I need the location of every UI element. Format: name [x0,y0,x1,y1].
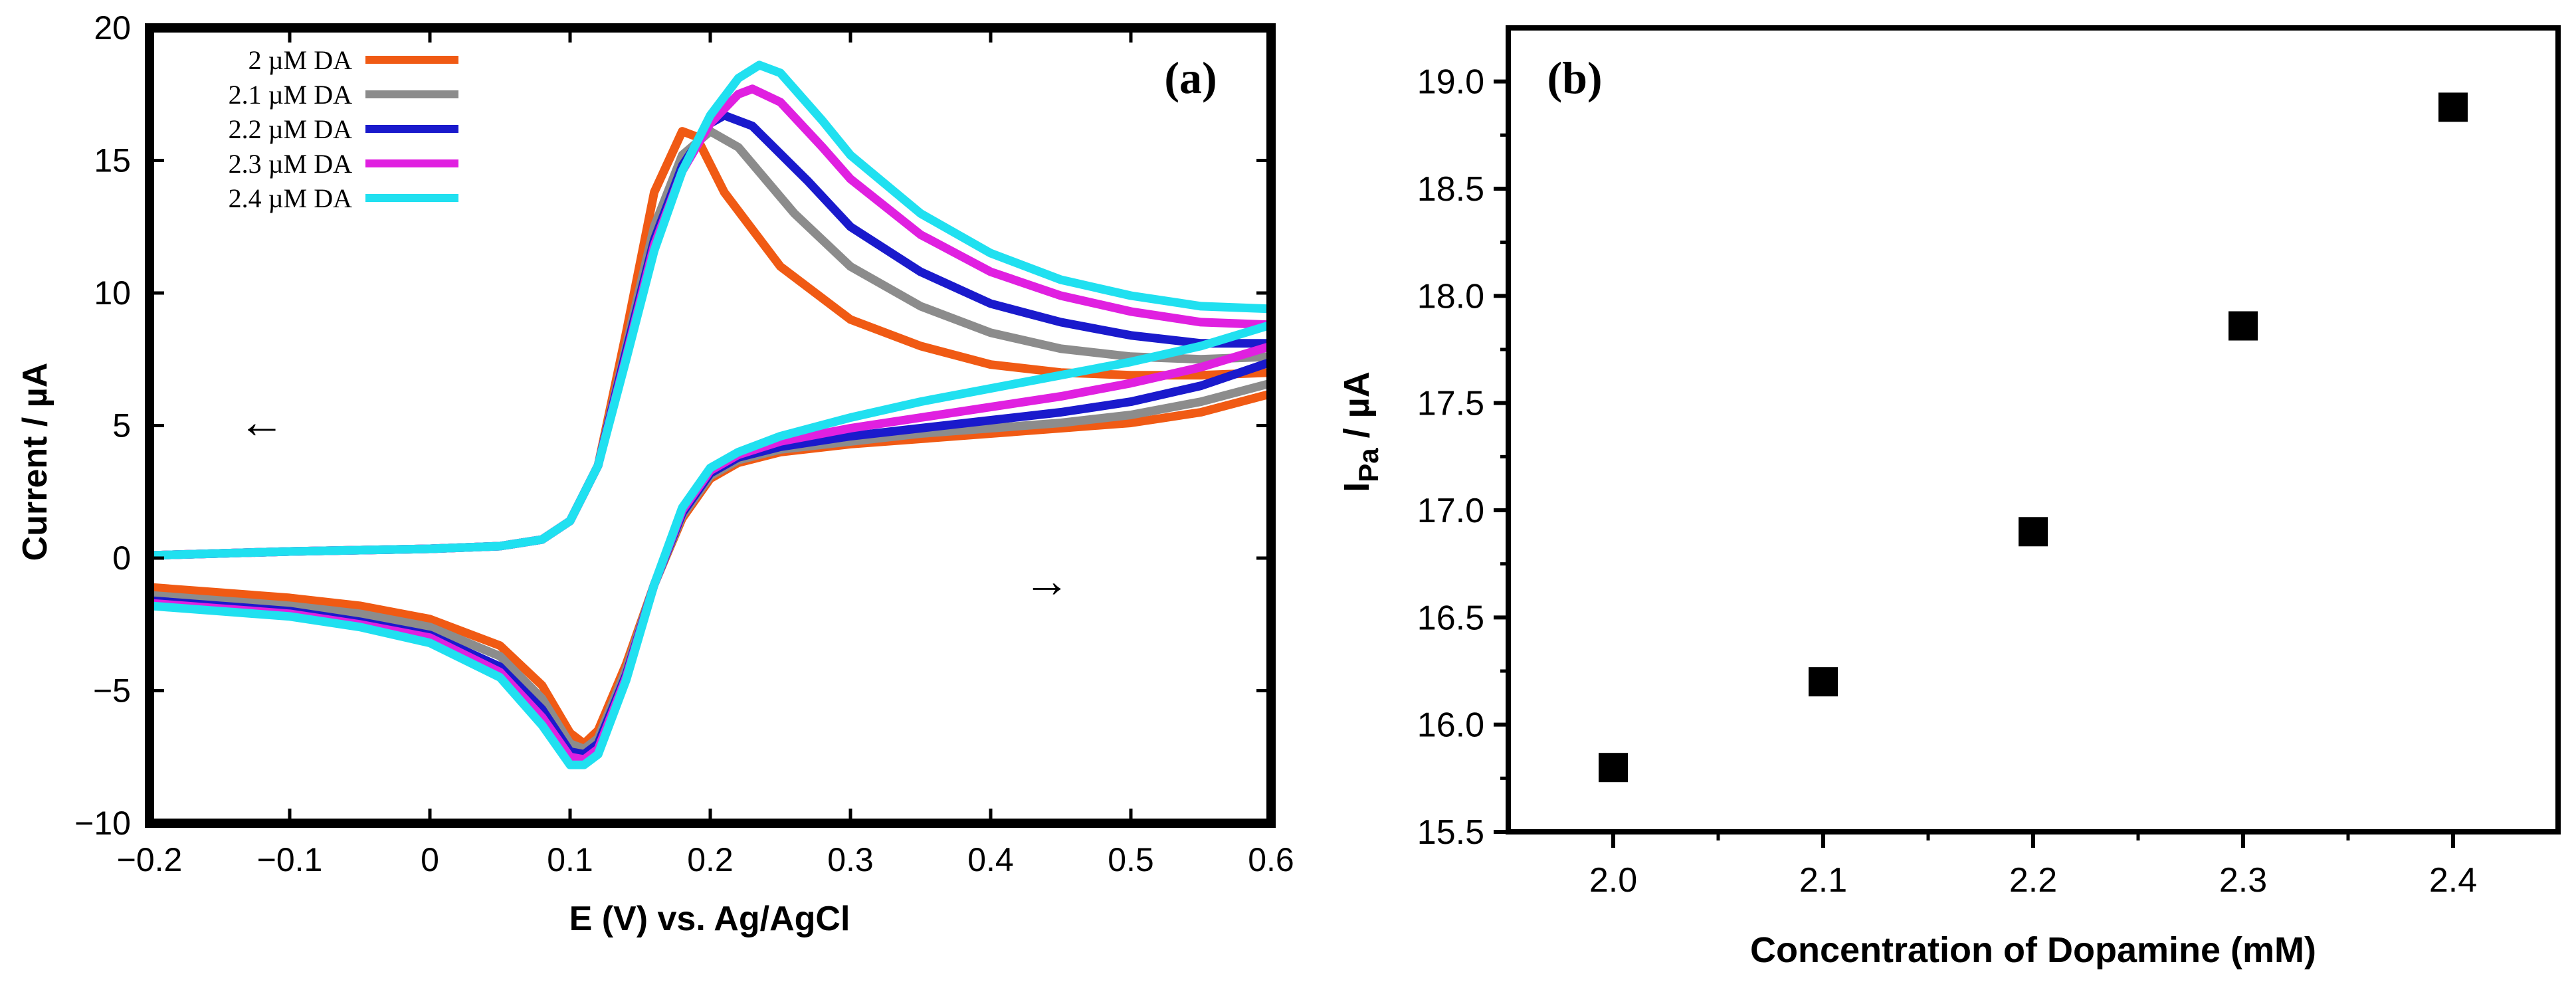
y-axis-title: IPa / µA [1337,371,1384,492]
y-tick-label: 16.5 [1417,599,1484,637]
x-tick-label: −0.1 [257,841,323,878]
y-tick-label: 17.5 [1417,385,1484,423]
y-tick-label: 17.0 [1417,492,1484,530]
y-tick-label: −10 [74,805,131,842]
x-tick-label: 2.0 [1589,861,1637,900]
x-tick-label: 2.4 [2429,861,2477,900]
y-axis-title-unit: / µA [1337,371,1377,448]
x-tick-label: 2.3 [2219,861,2267,900]
x-tick-label: 0.1 [547,841,593,878]
panel-a-cyclic-voltammogram: −10 −5 0 5 10 15 20 −0.2 −0.1 0 0.1 0.2 0.3 0.4 0.5 0.… [16,9,1294,938]
scan-direction-left-arrow: ← [239,396,285,448]
panel-label-b: (b) [1547,52,1602,103]
x-tick-label: 0.3 [827,841,874,878]
y-tick-label: −5 [93,672,131,710]
legend-label-5: 2.4 µM DA [229,183,353,213]
legend-label-2: 2.1 µM DA [229,80,353,110]
x-tick-label: 0.4 [967,841,1014,878]
panel-b-peak-current-scatter: 15.516.016.517.017.518.018.519.0 2.0 2.1 2… [1337,25,2561,970]
data-point-group [1599,92,2468,783]
x-tick-label: −0.2 [117,841,183,878]
y-tick-label: 20 [94,9,131,47]
panel-label-a: (a) [1164,52,1217,103]
cv-curve-2 [145,127,1276,753]
y-tick-label: 16.0 [1417,706,1484,745]
x-tick-label: 0.2 [687,841,734,878]
y-axis-title: Current / µA [16,363,54,561]
y-axis-ticks: 15.5 16.0 16.5 17.0 17.5 18.0 18.5 19.0 [1417,63,1508,852]
cv-curve-1 [145,127,1276,748]
x-tick-label: 2.2 [2009,861,2057,900]
y-axis-title-subscript: Pa [1353,448,1384,482]
y-tick-label: 19.0 [1417,63,1484,102]
y-tick-label: 15.5 [1417,813,1484,852]
legend-label-1: 2 µM DA [248,45,353,75]
data-point-2 [1809,667,1838,697]
y-tick-label: 18.0 [1417,277,1484,316]
x-axis-ticks: 2.0 2.1 2.2 2.3 2.4 [1589,832,2477,900]
scan-direction-arrows: ←→ [239,396,1070,607]
scan-direction-right-arrow: → [1023,555,1070,607]
legend-label-3: 2.2 µM DA [229,114,353,144]
x-tick-label: 0.5 [1108,841,1154,878]
plot-frame [145,23,1276,828]
x-axis-title: E (V) vs. Ag/AgCl [569,900,850,938]
data-point-3 [2019,517,2048,547]
legend: 2 µM DA 2.1 µM DA 2.2 µM DA 2.3 µM DA 2.4 µM… [229,45,458,213]
plot-frame [1506,25,2561,835]
data-point-1 [1599,753,1628,783]
data-point-5 [2438,92,2468,122]
y-tick-label: 5 [112,407,131,444]
y-axis-ticks: −10 −5 0 5 10 15 20 [74,9,1271,842]
y-tick-label: 18.5 [1417,170,1484,209]
x-axis-title: Concentration of Dopamine (mM) [1750,930,2316,970]
y-tick-label: 0 [112,540,131,577]
data-point-4 [2229,311,2258,341]
y-tick-label: 10 [94,274,131,312]
x-tick-label: 0.6 [1248,841,1294,878]
y-axis-title-main: I [1337,482,1377,492]
x-tick-label: 2.1 [1799,861,1847,900]
x-tick-label: 0 [421,841,439,878]
legend-label-4: 2.3 µM DA [229,149,353,179]
y-tick-label: 15 [94,142,131,179]
